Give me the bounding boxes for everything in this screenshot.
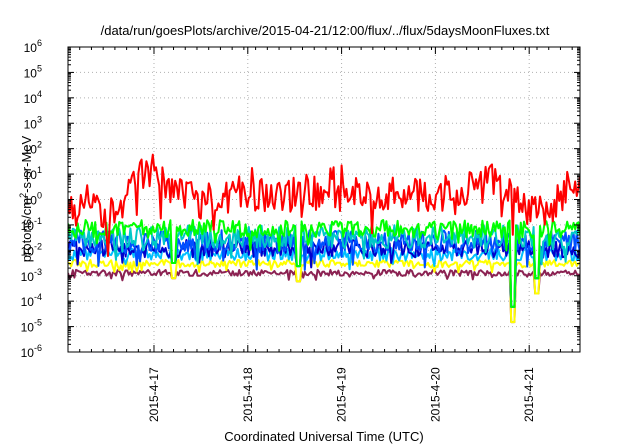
y-tick-exp: 4 — [37, 89, 42, 99]
y-tick-exp: -3 — [34, 267, 42, 277]
y-tick-base: 10 — [21, 295, 35, 309]
y-tick-exp: 2 — [37, 140, 42, 150]
y-tick-base: 10 — [24, 194, 38, 208]
y-tick-label: 10-2 — [21, 241, 42, 258]
y-axis-label-part2: -s-sr-MeV — [19, 135, 34, 192]
y-tick-base: 10 — [21, 219, 35, 233]
y-tick-base: 10 — [21, 270, 35, 284]
y-tick-base: 10 — [21, 321, 35, 335]
y-tick-label: 10-3 — [21, 267, 42, 284]
series-layer — [68, 153, 580, 324]
y-tick-label: 10-1 — [21, 216, 42, 233]
y-tick-label: 10-6 — [21, 343, 42, 360]
y-tick-label: 104 — [24, 89, 42, 106]
series-line — [68, 229, 580, 308]
y-tick-exp: -5 — [34, 318, 42, 328]
y-tick-exp: 0 — [37, 191, 42, 201]
y-axis-label-sup: 2 — [18, 193, 28, 198]
y-tick-exp: 6 — [37, 38, 42, 48]
x-axis-label: Coordinated Universal Time (UTC) — [224, 429, 423, 444]
x-tick-label: 2015-4-17 — [147, 367, 161, 422]
y-axis-label: protons/cm2-s-sr-MeV — [18, 135, 34, 262]
y-tick-base: 10 — [24, 143, 38, 157]
y-tick-label: 10-4 — [21, 292, 42, 309]
y-axis-label-part1: protons/cm — [19, 198, 34, 262]
y-tick-label: 100 — [24, 191, 42, 208]
y-tick-base: 10 — [24, 168, 38, 182]
x-tick-label: 2015-4-19 — [335, 367, 349, 422]
series-line — [68, 258, 580, 324]
y-tick-base: 10 — [24, 66, 38, 80]
x-tick-label: 2015-4-18 — [241, 367, 255, 422]
y-tick-exp: 3 — [37, 114, 42, 124]
y-tick-label: 102 — [24, 140, 42, 157]
x-tick-label: 2015-4-21 — [522, 367, 536, 422]
y-tick-label: 10-5 — [21, 318, 42, 335]
series-line — [68, 153, 580, 258]
y-tick-label: 105 — [24, 63, 42, 80]
y-tick-base: 10 — [21, 346, 35, 360]
series-line — [68, 219, 580, 308]
y-tick-base: 10 — [21, 244, 35, 258]
y-tick-label: 101 — [24, 165, 42, 182]
y-tick-exp: -2 — [34, 241, 42, 251]
y-tick-label: 106 — [24, 38, 42, 55]
y-tick-base: 10 — [24, 117, 38, 131]
chart-title: /data/run/goesPlots/archive/2015-04-21/1… — [101, 23, 550, 38]
y-tick-base: 10 — [24, 41, 38, 55]
axes: 10-610-510-410-310-210-11001011021031041… — [21, 38, 580, 422]
y-tick-label: 103 — [24, 114, 42, 131]
y-tick-exp: 1 — [37, 165, 42, 175]
y-tick-exp: -1 — [34, 216, 42, 226]
y-tick-exp: -6 — [34, 343, 42, 353]
y-tick-base: 10 — [24, 92, 38, 106]
y-tick-exp: 5 — [37, 63, 42, 73]
series-line — [68, 268, 580, 324]
x-tick-label: 2015-4-20 — [428, 367, 442, 422]
y-tick-exp: -4 — [34, 292, 42, 302]
